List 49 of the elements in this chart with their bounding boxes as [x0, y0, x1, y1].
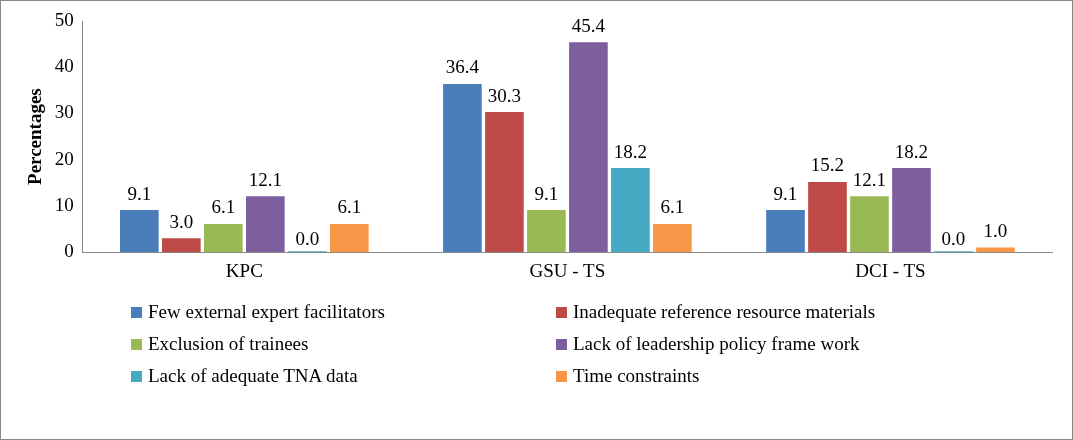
data-label: 18.2 — [613, 140, 648, 162]
legend-label: Lack of adequate TNA data — [148, 365, 358, 387]
y-tick-label: 20 — [54, 147, 74, 169]
bar — [808, 181, 847, 253]
data-label: 12.1 — [248, 168, 282, 190]
data-label: 3.0 — [169, 210, 194, 232]
bar — [485, 112, 524, 253]
data-label: 1.0 — [983, 220, 1008, 242]
y-tick-label: 0 — [64, 240, 74, 262]
bar — [204, 223, 243, 253]
data-label: 9.1 — [773, 182, 798, 204]
data-label: 6.1 — [337, 196, 362, 218]
y-tick-label: 40 — [54, 55, 74, 77]
data-label: 0.0 — [295, 227, 320, 249]
x-tick-label: KPC — [225, 259, 263, 281]
data-label: 30.3 — [487, 84, 522, 106]
data-label: 45.4 — [571, 14, 606, 36]
legend-label: Time constraints — [573, 365, 700, 387]
data-label: 9.1 — [534, 182, 559, 204]
bar — [120, 210, 159, 253]
bar — [892, 168, 931, 253]
data-label: 6.1 — [211, 196, 236, 218]
data-label: 15.2 — [810, 154, 845, 176]
bar — [162, 238, 201, 253]
x-tick-label: GSU - TS — [529, 259, 606, 281]
y-tick-label: 30 — [54, 101, 74, 123]
data-label: 18.2 — [894, 140, 929, 162]
legend-label: Exclusion of trainees — [148, 333, 309, 355]
bar — [527, 210, 566, 253]
y-axis-title: Percentages — [24, 88, 46, 185]
bar — [443, 83, 482, 253]
bar — [246, 196, 285, 253]
data-label: 12.1 — [852, 168, 887, 190]
y-tick-label: 10 — [54, 193, 74, 215]
bar — [611, 168, 650, 253]
bar — [850, 196, 889, 253]
data-label: 0.0 — [941, 227, 966, 249]
bar — [330, 223, 369, 253]
legend-label: Inadequate reference resource materials — [573, 301, 876, 323]
bar — [569, 42, 608, 253]
bar — [766, 210, 805, 253]
legend-label: Lack of leadership policy frame work — [573, 333, 860, 355]
y-tick-label: 50 — [54, 8, 74, 30]
data-label: 9.1 — [127, 182, 152, 204]
x-tick-label: DCI - TS — [855, 259, 926, 281]
legend-label: Few external expert facilitators — [148, 301, 385, 323]
bar — [653, 223, 692, 253]
data-label: 6.1 — [660, 196, 685, 218]
data-label: 36.4 — [445, 56, 480, 78]
